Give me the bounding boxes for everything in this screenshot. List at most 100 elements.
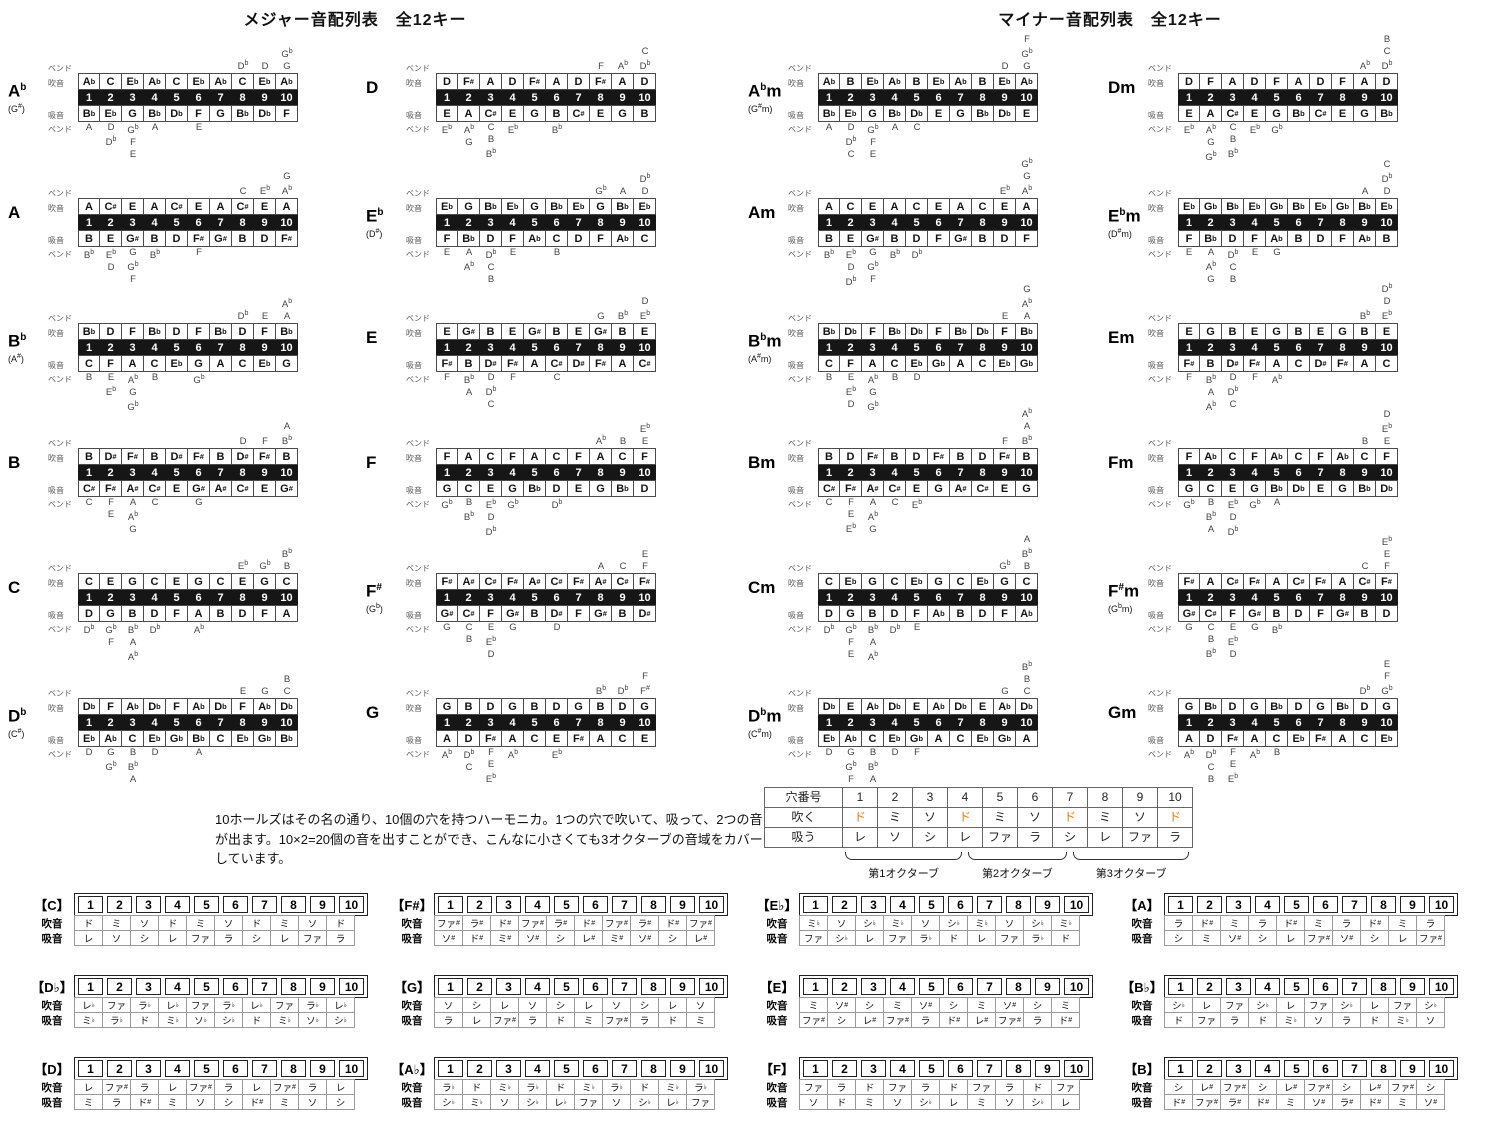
hole-column: Gb G 9 F: [253, 535, 276, 660]
bend-note: D: [825, 747, 833, 758]
solfege-note-cell: シ ♭: [518, 1094, 547, 1110]
bend-note: Db: [485, 526, 497, 539]
overblow-bend-stack: [502, 410, 524, 448]
hole-number-cell: 9: [993, 215, 1016, 230]
draw-bend-stack: Bb: [1266, 622, 1288, 660]
bend-row-label: ベンド: [1148, 250, 1172, 259]
bend-note: Ab: [127, 651, 139, 664]
draw-note-cell: E: [1331, 105, 1354, 122]
solfege-note-cell: ラ: [827, 1079, 856, 1095]
solfege-note-cell: レ: [242, 1079, 271, 1095]
solfege-note-cell: ラ #: [546, 915, 575, 931]
overblow-bend-stack: [1178, 160, 1200, 198]
major-section-title: メジャー音配列表 全12キー: [243, 12, 467, 29]
hole-number-box: 3: [136, 896, 161, 913]
bend-note: Eb: [551, 749, 563, 762]
bend-note: D: [1383, 408, 1391, 420]
solfege-note-cell: ソ: [434, 997, 463, 1013]
draw-row-label: 吸音: [406, 236, 422, 245]
draw-bend-stack: [994, 122, 1016, 160]
hole-number-cell: 7: [949, 90, 972, 105]
hole-number-box: 2: [832, 1060, 857, 1077]
key-label: Db (C#): [8, 660, 48, 740]
hole-column: E F F #10 D #: [633, 535, 656, 660]
hole-number-box: 7: [252, 896, 277, 913]
row-label-gutter: ベンド 吹音 吸音 ベンド: [406, 35, 436, 160]
draw-bend-stack: [1288, 122, 1310, 160]
bend-note: B: [85, 372, 93, 383]
draw-bend-stack: D: [818, 747, 840, 785]
draw-note-cell: A #: [949, 480, 972, 497]
blow-row-label: 吹音: [406, 79, 422, 88]
overblow-bend-stack: [1310, 35, 1332, 73]
blow-note-cell: G: [1199, 323, 1222, 340]
hole-number-cell: 3: [861, 715, 884, 730]
bend-note: Db: [1205, 749, 1217, 762]
overblow-bend-stack: [928, 35, 950, 73]
solfege-note-cell: ソ: [602, 1094, 631, 1110]
overblow-bend-stack: G Ab A: [1016, 284, 1038, 323]
hole-column: G 8 F #: [1331, 285, 1354, 410]
key-label: F#m (Gbm): [1108, 535, 1148, 615]
draw-bend-stack: Db: [144, 622, 166, 660]
hole-column: Bb B 8 A: [589, 660, 612, 785]
hole-number-cell: 9: [993, 90, 1016, 105]
hole-number-cell: 2: [99, 215, 122, 230]
overblow-bend-stack: Eb E F: [1376, 535, 1398, 573]
bend-note: Bb: [1205, 648, 1217, 661]
hole-number-box: 10: [339, 978, 364, 995]
key-label: F# (Gb): [366, 535, 406, 615]
solfege-cells: ラド # ミラド # ミラド # ミラ: [1164, 915, 1445, 931]
hole-number-cell: 7: [209, 465, 232, 480]
hole-column: C C #9 B: [1353, 535, 1376, 660]
hole-number-cell: 5: [1265, 715, 1288, 730]
draw-note-cell: G: [1265, 105, 1288, 122]
hole-number-cell: 1: [818, 715, 840, 730]
hole-number-cell: 6: [545, 715, 568, 730]
overblow-bend-stack: B C Db: [1376, 34, 1398, 73]
blow-note-cell: B: [971, 73, 994, 90]
draw-note-cell: C: [1199, 480, 1222, 497]
overblow-bend-stack: [458, 535, 480, 573]
bend-note: D: [891, 747, 899, 758]
overblow-bend-stack: [840, 285, 862, 323]
draw-bend-stack: B: [144, 372, 166, 410]
overblow-bend-stack: [188, 285, 210, 323]
bend-note: Db: [485, 249, 497, 262]
bend-row-label: ベンド: [1148, 189, 1172, 198]
draw-note-cell: A: [523, 355, 546, 372]
solfege-note-cell: シ: [1248, 930, 1277, 946]
hole-number-box: 8: [1006, 978, 1031, 995]
draw-bend-stack: B: [1266, 747, 1288, 785]
blow-note-cell: C: [971, 198, 994, 215]
solfege-note-cell: ラ ♭: [130, 997, 159, 1013]
solfege-note-cell: シ: [130, 930, 159, 946]
solfege-note-cell: ファ #: [1192, 1094, 1221, 1110]
bend-note: C: [151, 497, 159, 508]
bend-note: A: [465, 387, 473, 399]
bend-note: E: [239, 686, 247, 697]
hole-number-box: 2: [832, 896, 857, 913]
bend-note: A: [891, 122, 899, 133]
solfege-note-cell: レ ♭: [658, 1094, 687, 1110]
hole-table-cell: 5: [982, 787, 1018, 808]
draw-note-cell: C: [633, 230, 656, 247]
key-name: Fm: [1108, 453, 1134, 472]
draw-row-label: 吸音: [1148, 736, 1164, 745]
draw-note-cell: C: [523, 730, 546, 747]
overblow-bend-stack: [188, 660, 210, 698]
blow-note-cell: E: [121, 198, 144, 215]
bend-note: F: [1024, 33, 1030, 45]
hole-number-box: 6: [948, 1060, 973, 1077]
